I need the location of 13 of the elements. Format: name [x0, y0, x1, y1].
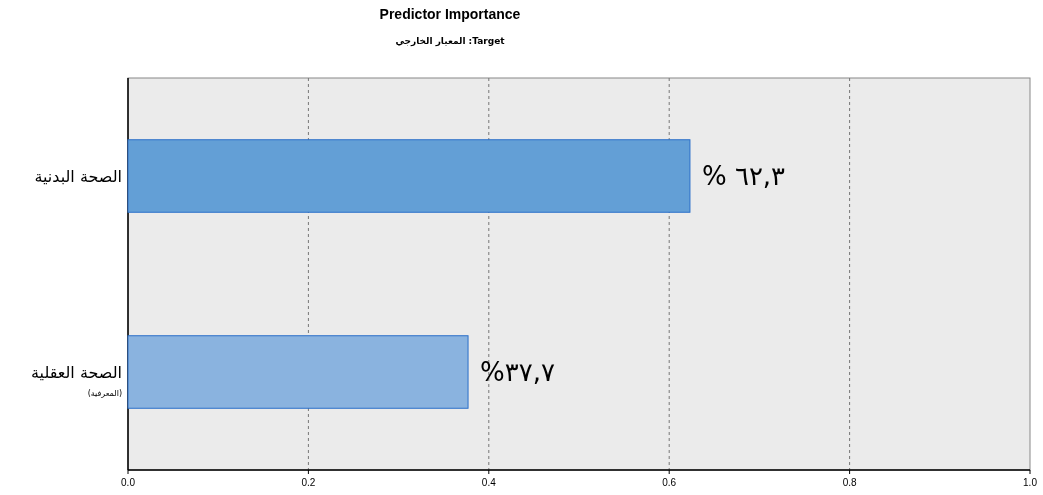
x-tick-label: 0.8: [842, 477, 857, 488]
chart-title: Predictor Importance: [379, 6, 521, 22]
chart-subtitle: Target: المعيار الخارجي: [395, 36, 506, 47]
text: (المعرفية): [87, 389, 122, 398]
x-tick-label: 0.6: [662, 477, 677, 488]
y-tick-label: الصحة البدنية: [34, 167, 122, 186]
x-tick-label: 0.0: [121, 477, 136, 488]
data-label: ٦٢,٣ %: [701, 161, 786, 191]
data-label: ٣٧,٧%: [480, 357, 555, 387]
x-tick-label: 0.2: [301, 477, 316, 488]
x-tick-label: 1.0: [1023, 477, 1038, 488]
x-tick-label: 0.4: [481, 477, 497, 488]
y-tick-label: الصحة العقلية: [30, 363, 122, 382]
